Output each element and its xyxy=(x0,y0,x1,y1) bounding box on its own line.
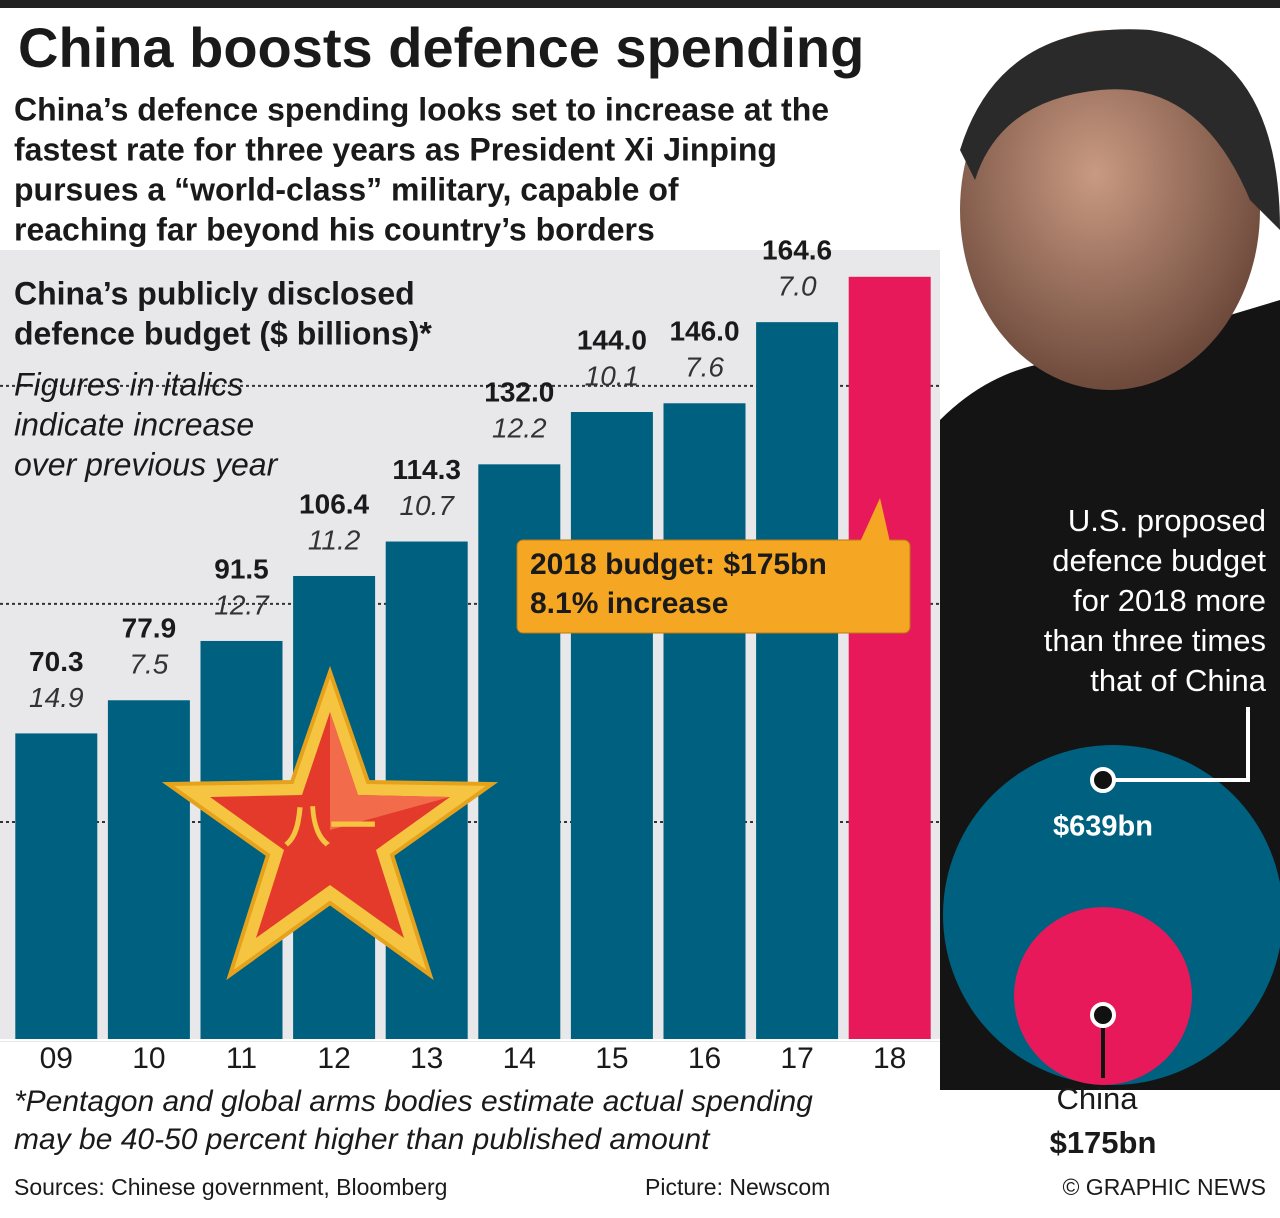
increase-label: 14.9 xyxy=(29,682,84,713)
budget-circle xyxy=(1014,907,1192,1085)
increase-label: 7.6 xyxy=(685,352,724,383)
connector-dot xyxy=(1090,1002,1116,1028)
bar xyxy=(107,700,190,1040)
note: indicate increase xyxy=(14,406,254,442)
bar xyxy=(663,403,746,1040)
x-tick-label: 17 xyxy=(780,1042,813,1075)
svg-text:八一: 八一 xyxy=(284,800,376,852)
increase-label: 7.5 xyxy=(129,649,168,680)
source: Sources: Chinese government, Bloomberg xyxy=(14,1174,447,1200)
credit: Picture: Newscom xyxy=(645,1174,830,1200)
increase-label: 7.0 xyxy=(778,271,817,302)
x-tick-label: 11 xyxy=(226,1042,257,1075)
x-tick-label: 13 xyxy=(410,1042,443,1075)
value-label: 70.3 xyxy=(29,646,84,677)
subtitle-line: pursues a “world-class” military, capabl… xyxy=(14,171,679,207)
description: defence budget xyxy=(1052,543,1266,578)
category-label: China xyxy=(1057,1081,1139,1116)
x-tick-label: 12 xyxy=(317,1042,350,1075)
description: for 2018 more xyxy=(1073,583,1266,618)
description: than three times xyxy=(1044,623,1266,658)
value-label: 164.6 xyxy=(762,235,832,266)
description: that of China xyxy=(1090,663,1267,698)
x-tick-label: 14 xyxy=(503,1042,536,1075)
top-bar xyxy=(0,0,1280,8)
bar xyxy=(848,276,931,1040)
note: Figures in italics xyxy=(14,366,243,402)
value-label: $639bn xyxy=(1053,811,1153,843)
note: over previous year xyxy=(14,446,279,482)
connector-dot xyxy=(1090,767,1116,793)
value-label: 132.0 xyxy=(484,377,554,408)
increase-label: 11.2 xyxy=(308,524,361,555)
value-label: 91.5 xyxy=(214,553,269,584)
value-label: 106.4 xyxy=(299,488,369,519)
subtitle-line: reaching far beyond his country’s border… xyxy=(14,211,655,247)
x-tick-label: 15 xyxy=(595,1042,628,1075)
subtitle-line: fastest rate for three years as Presiden… xyxy=(14,131,777,167)
value-label: 77.9 xyxy=(122,613,177,644)
annotation: 2018 budget: $175bn xyxy=(530,548,827,581)
x-tick-label: 16 xyxy=(688,1042,721,1075)
value-label: 114.3 xyxy=(392,454,461,485)
annotation-box xyxy=(516,539,911,634)
value-label: 144.0 xyxy=(577,324,647,355)
value-label: $175bn xyxy=(1050,1125,1157,1160)
chart-title: China’s publicly disclosed xyxy=(14,275,415,311)
bar xyxy=(756,322,839,1040)
bar xyxy=(570,412,653,1040)
connector xyxy=(1103,707,1250,782)
increase-label: 10.1 xyxy=(585,360,640,391)
copyright: © GRAPHIC NEWS xyxy=(1062,1174,1266,1200)
annotation: 8.1% increase xyxy=(530,587,728,620)
subtitle-line: China’s defence spending looks set to in… xyxy=(14,91,829,127)
increase-label: 12.7 xyxy=(214,589,270,620)
title: China boosts defence spending xyxy=(18,16,864,79)
increase-label: 12.2 xyxy=(492,413,547,444)
value-label: 146.0 xyxy=(669,316,739,347)
increase-label: 10.7 xyxy=(399,490,455,521)
chart-title: defence budget ($ billions)* xyxy=(14,315,432,351)
description: U.S. proposed xyxy=(1068,503,1266,538)
bar xyxy=(15,733,98,1040)
annotation-pointer xyxy=(860,498,890,542)
star-emblem: 八一 xyxy=(161,665,499,981)
footnote: may be 40-50 percent higher than publish… xyxy=(14,1123,711,1156)
x-tick-label: 09 xyxy=(40,1042,73,1075)
x-tick-label: 10 xyxy=(132,1042,165,1075)
footnote: *Pentagon and global arms bodies estimat… xyxy=(14,1085,813,1118)
x-tick-label: 18 xyxy=(873,1042,906,1075)
